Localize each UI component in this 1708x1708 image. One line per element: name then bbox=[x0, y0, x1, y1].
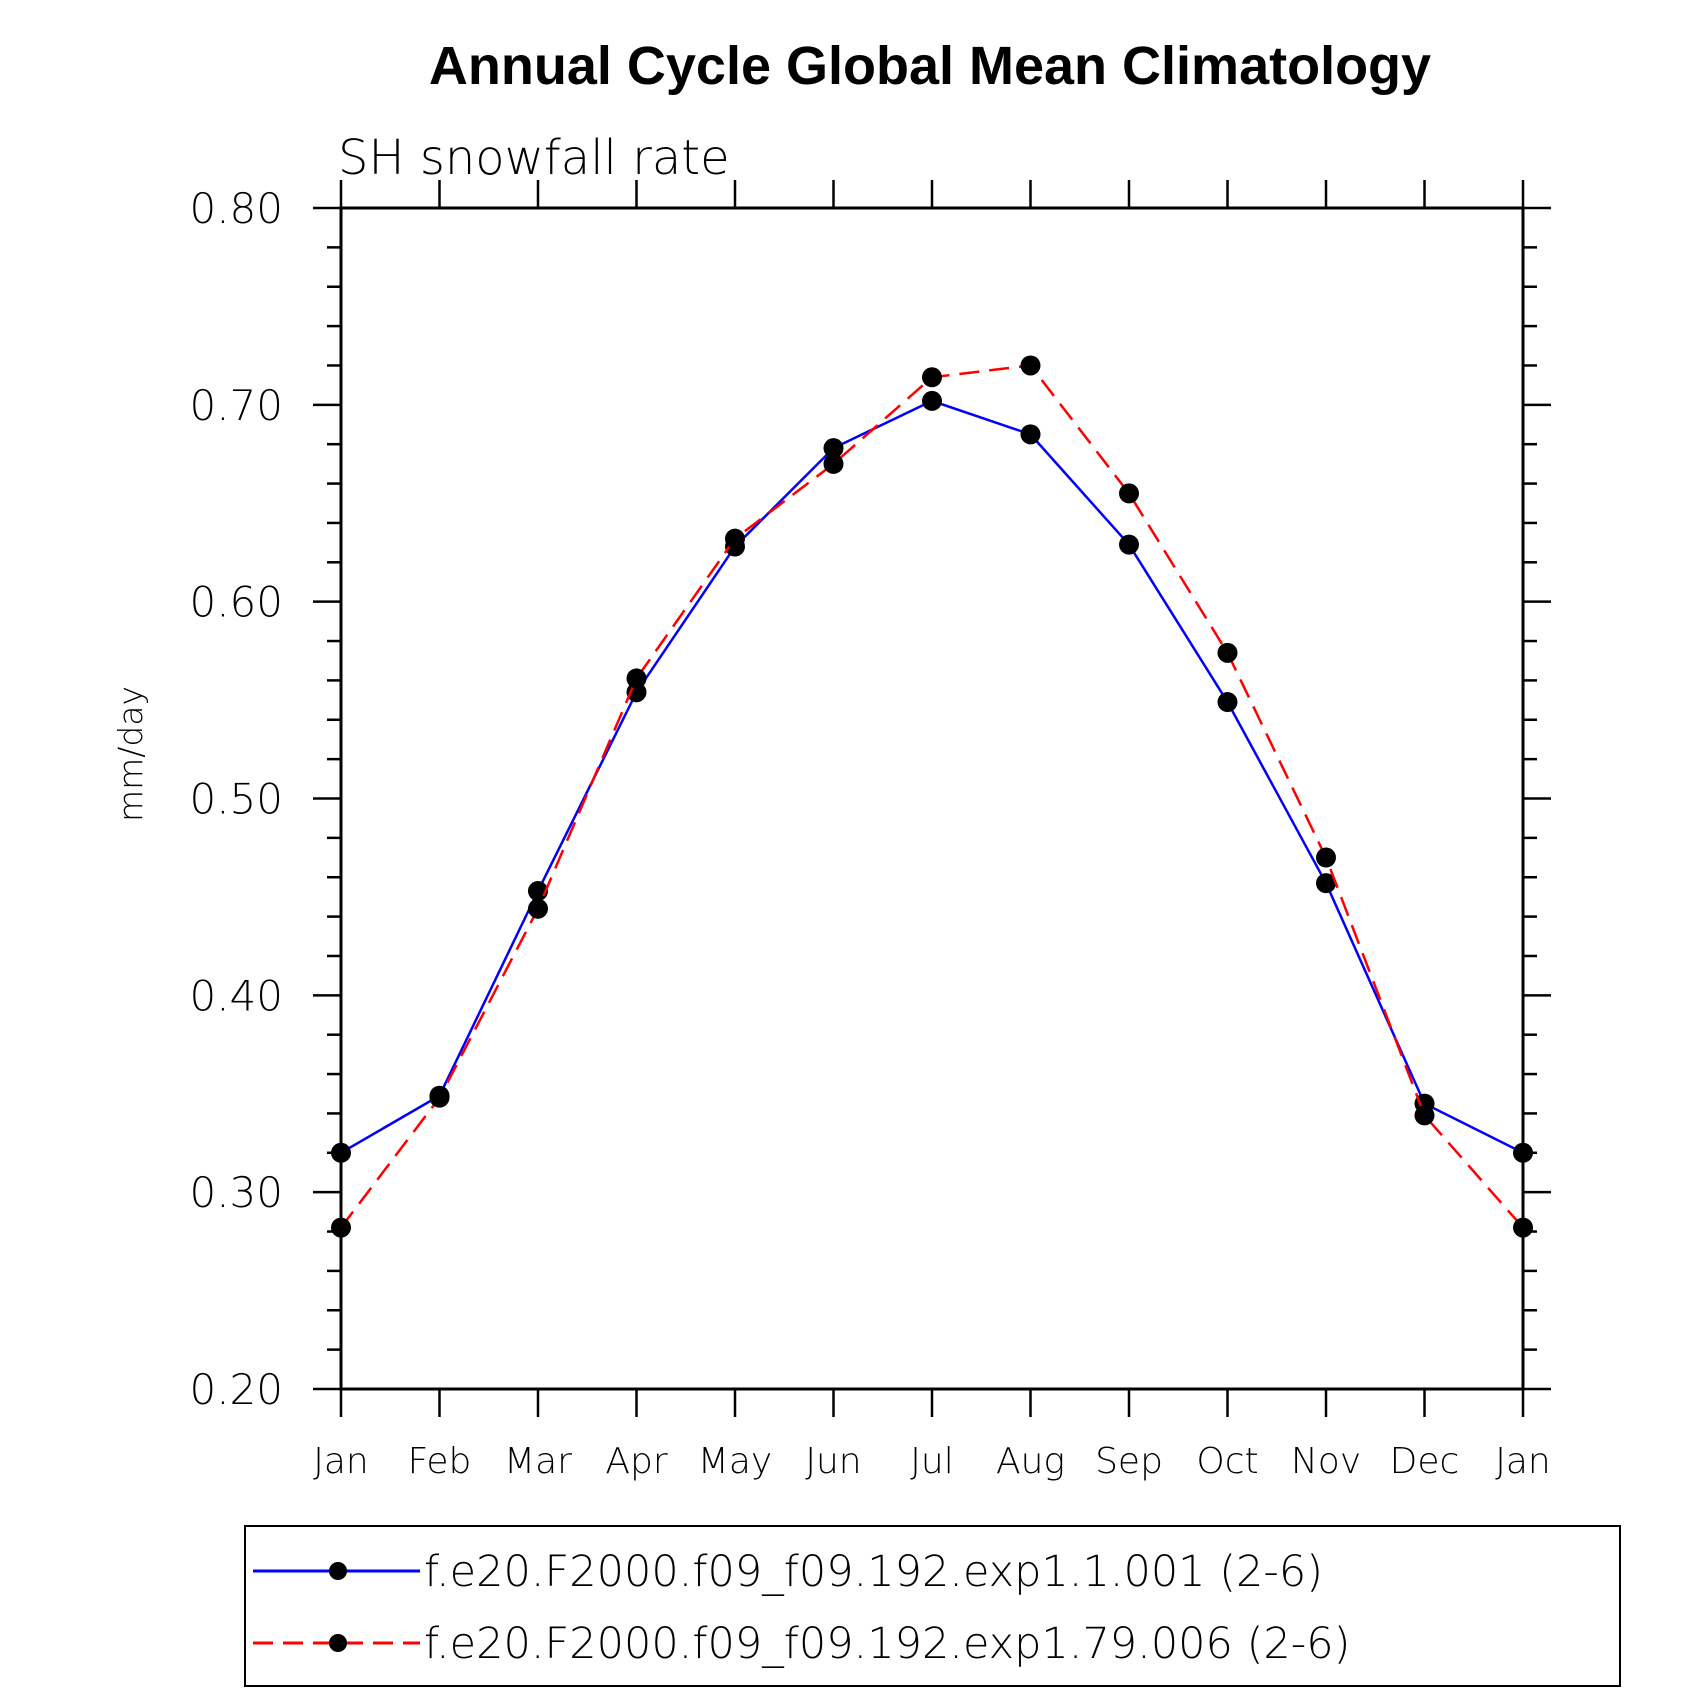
x-tick-label: Dec bbox=[1390, 1441, 1460, 1482]
data-point bbox=[331, 1217, 351, 1238]
series-line-2 bbox=[340, 364, 1524, 1229]
x-tick-label: Jun bbox=[805, 1441, 861, 1482]
y-tick-label: 0.60 bbox=[189, 578, 283, 627]
y-tick-label: 0.30 bbox=[189, 1168, 283, 1217]
x-tick-label: Oct bbox=[1196, 1441, 1258, 1482]
legend-marker-series-1 bbox=[329, 1562, 347, 1580]
data-point bbox=[1513, 1142, 1533, 1163]
axis-ticks bbox=[313, 180, 1551, 1417]
x-tick-label: Jan bbox=[313, 1441, 369, 1482]
data-point bbox=[528, 898, 548, 919]
data-point bbox=[823, 438, 844, 459]
data-point bbox=[725, 528, 745, 549]
x-tick-label: Apr bbox=[605, 1441, 667, 1482]
series-line-1 bbox=[340, 399, 1524, 1154]
y-axis-label: mm/day bbox=[111, 686, 150, 822]
x-tick-label: Nov bbox=[1291, 1441, 1361, 1482]
y-tick-label: 0.20 bbox=[189, 1365, 283, 1414]
x-tick-label: Sep bbox=[1095, 1441, 1163, 1482]
data-point bbox=[1414, 1105, 1435, 1126]
data-point bbox=[1316, 873, 1336, 894]
legend-label-series-1: f.e20.F2000.f09_f09.192.exp1.1.001 (2-6) bbox=[424, 1547, 1323, 1597]
series-layer bbox=[331, 355, 1533, 1238]
data-point bbox=[1119, 483, 1139, 504]
data-point bbox=[1316, 847, 1336, 868]
x-tick-label: Jan bbox=[1495, 1441, 1551, 1482]
data-point bbox=[1119, 534, 1139, 555]
y-tick-label: 0.70 bbox=[189, 381, 283, 430]
data-point bbox=[429, 1087, 450, 1108]
data-point bbox=[922, 390, 942, 411]
x-tick-label: Feb bbox=[408, 1441, 472, 1482]
data-point bbox=[331, 1142, 351, 1163]
legend: f.e20.F2000.f09_f09.192.exp1.1.001 (2-6)… bbox=[244, 1525, 1621, 1687]
data-point bbox=[1217, 642, 1238, 663]
data-point bbox=[823, 453, 844, 474]
chart-subtitle: SH snowfall rate bbox=[338, 130, 730, 186]
x-tick-label: Aug bbox=[996, 1441, 1065, 1482]
data-point bbox=[626, 668, 647, 689]
legend-label-series-2: f.e20.F2000.f09_f09.192.exp1.79.006 (2-6… bbox=[424, 1619, 1350, 1669]
y-tick-label: 0.50 bbox=[189, 775, 283, 824]
series-1 bbox=[331, 390, 1533, 1163]
legend-box bbox=[244, 1525, 1621, 1687]
y-tick-label: 0.40 bbox=[189, 971, 283, 1020]
legend-marker-series-2 bbox=[329, 1634, 347, 1652]
data-point bbox=[1020, 424, 1041, 445]
x-tick-label: Mar bbox=[504, 1441, 572, 1482]
series-2 bbox=[331, 355, 1533, 1238]
data-point bbox=[528, 881, 548, 902]
data-point bbox=[1513, 1217, 1533, 1238]
data-point bbox=[922, 367, 942, 388]
chart-title: Annual Cycle Global Mean Climatology bbox=[429, 36, 1431, 96]
x-tick-label: Jul bbox=[910, 1441, 953, 1482]
y-tick-labels: 0.20 0.30 0.40 0.50 0.60 0.70 0.80 bbox=[189, 184, 283, 1414]
data-point bbox=[1020, 355, 1041, 376]
x-tick-label: May bbox=[698, 1441, 772, 1482]
x-tick-labels: Jan Feb Mar Apr May Jun Jul Aug Sep Oct Nov Dec Jan bbox=[313, 1441, 1551, 1482]
data-point bbox=[1217, 692, 1238, 713]
y-tick-label: 0.80 bbox=[189, 184, 283, 233]
